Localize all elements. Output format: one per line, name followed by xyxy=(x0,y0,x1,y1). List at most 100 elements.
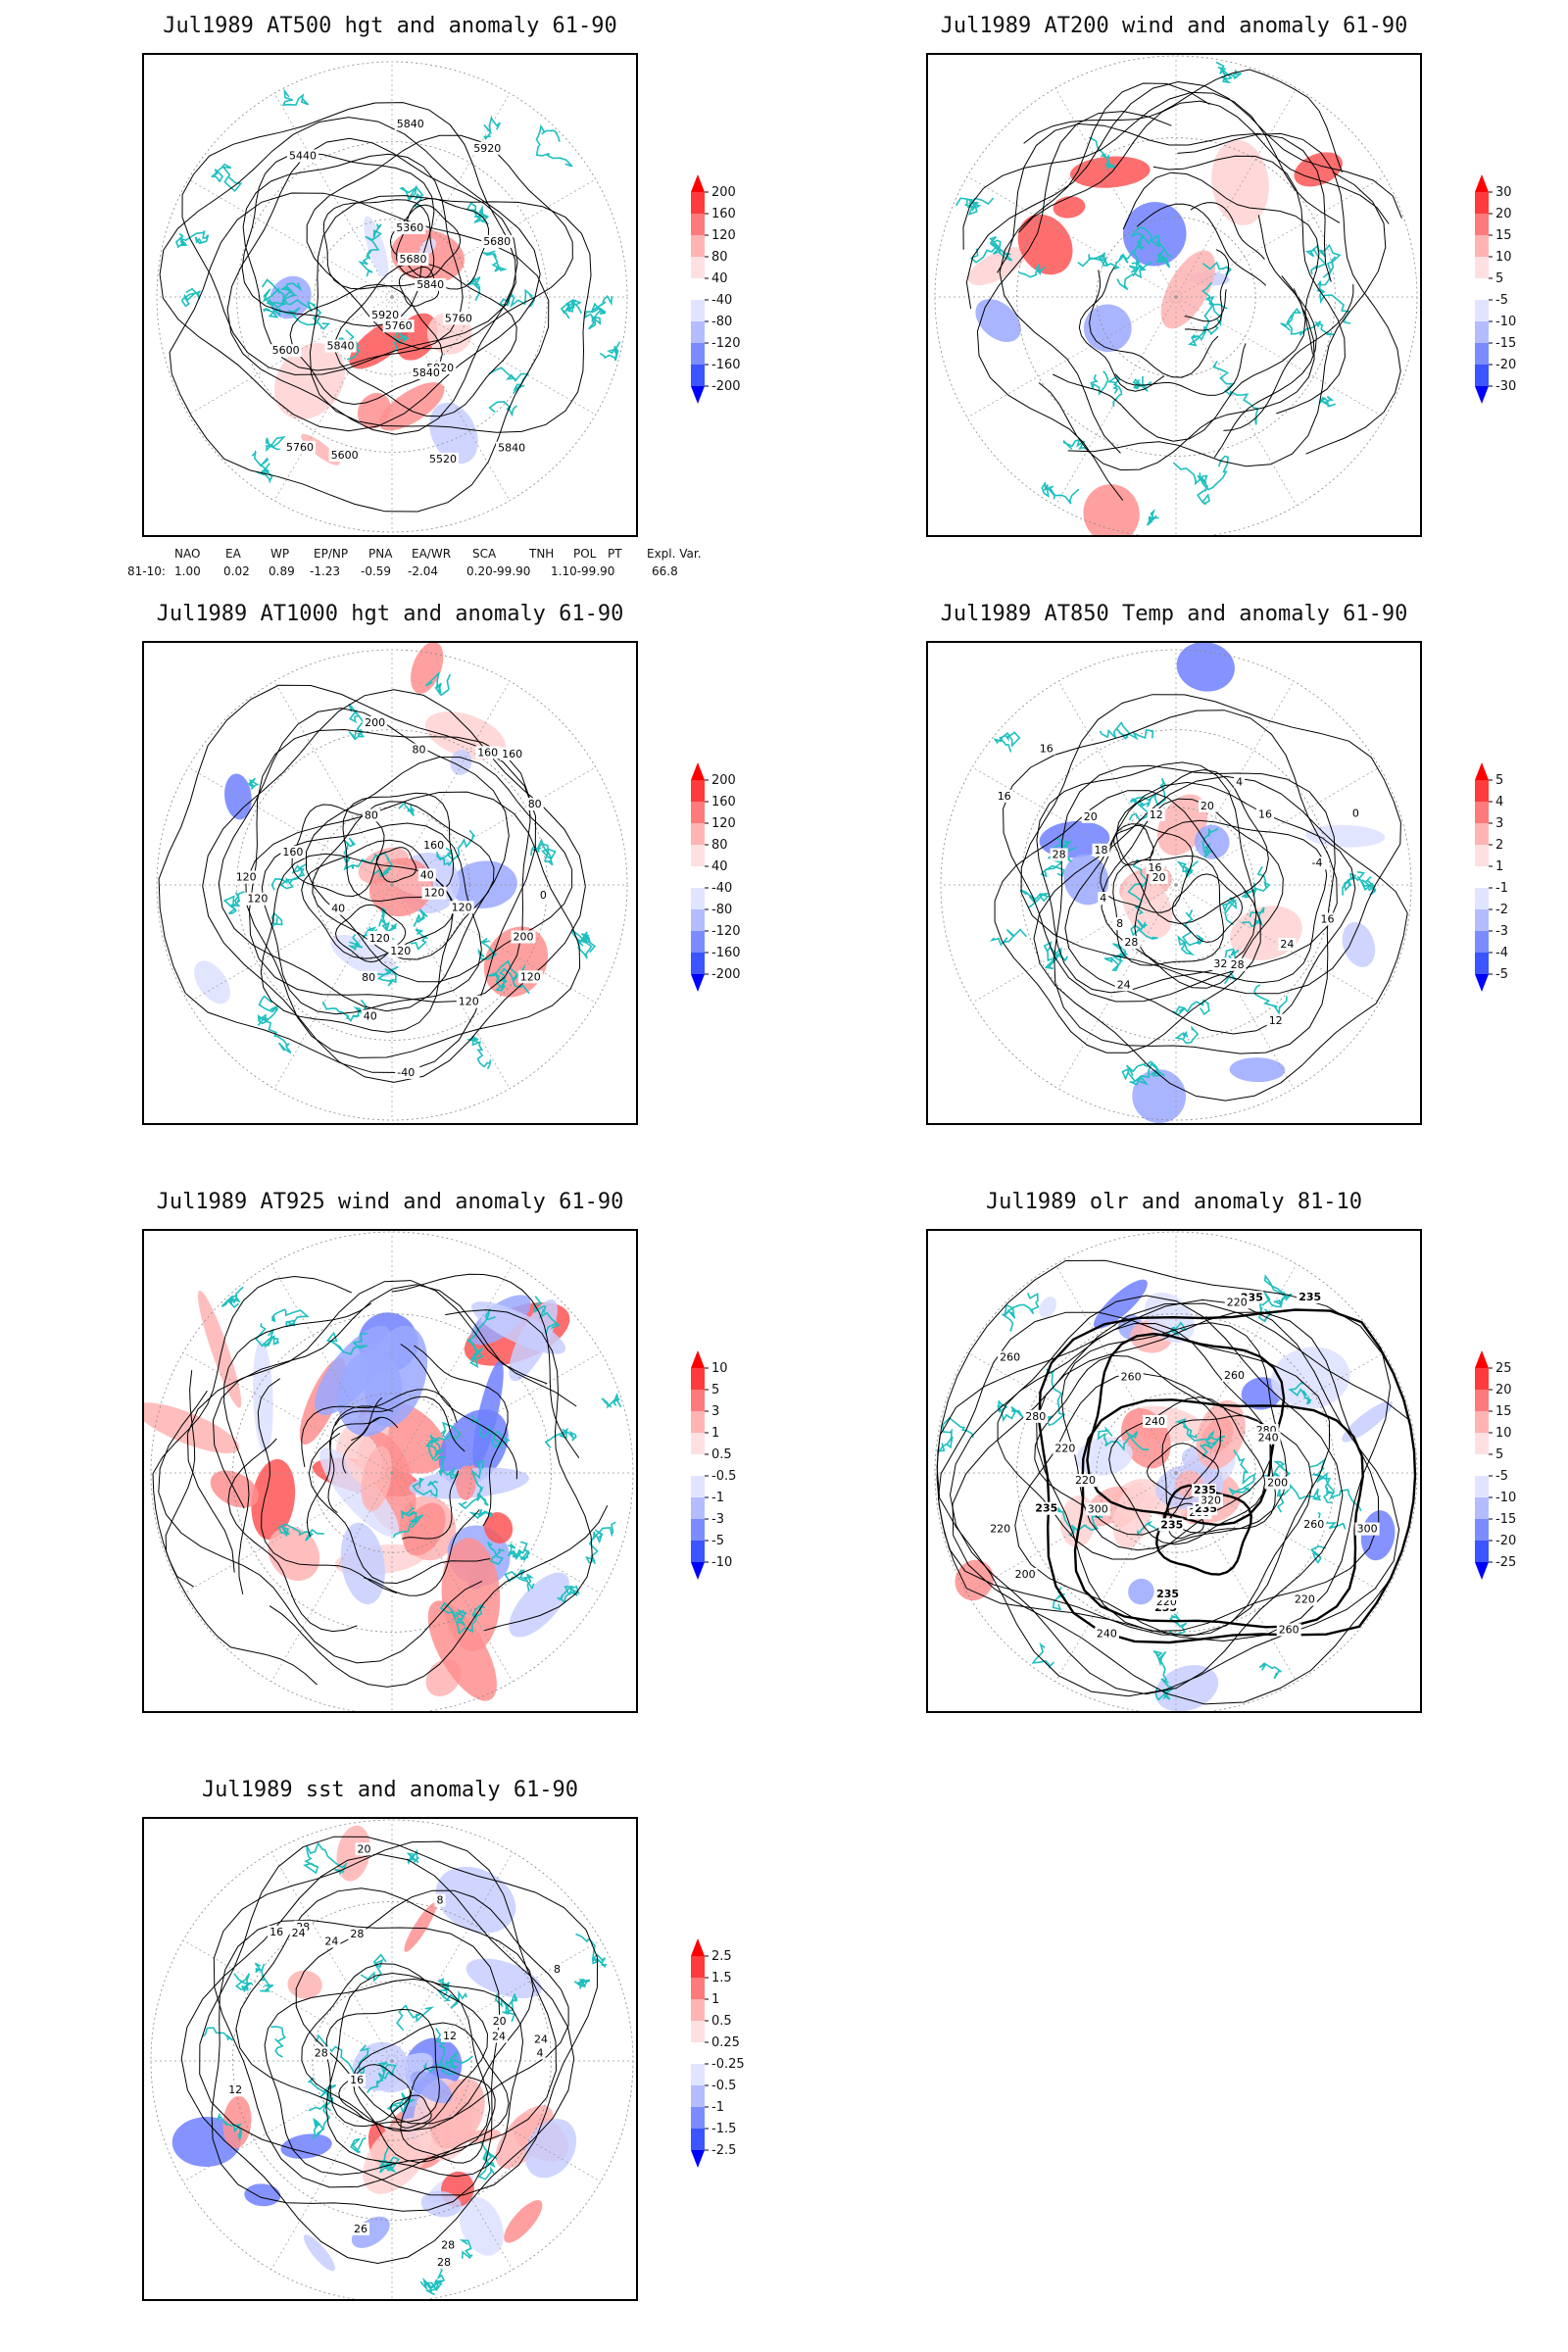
latitude-circle xyxy=(314,219,470,375)
coastline xyxy=(386,2092,415,2114)
coastline xyxy=(1150,235,1173,269)
contour-line xyxy=(1161,1414,1276,1534)
coastline xyxy=(1172,999,1210,1016)
colorbar-segment xyxy=(1475,1476,1489,1497)
contour-label-bg xyxy=(324,339,357,353)
colorbar-tick-label: 1.5 xyxy=(711,1971,732,1985)
coastline xyxy=(507,1541,530,1561)
colorbar-segment xyxy=(1475,1497,1489,1519)
coastline xyxy=(590,295,612,322)
colorbar-tick-label: -0.25 xyxy=(711,2057,745,2072)
colorbar-segment xyxy=(691,2085,705,2107)
coastline xyxy=(425,670,452,697)
meridian-line xyxy=(1175,87,1298,298)
contour-line xyxy=(994,790,1261,1054)
contour-label: 240 xyxy=(1258,1432,1279,1445)
contour-label-bg xyxy=(1222,1368,1247,1382)
colorbar-tick-label: 0.5 xyxy=(711,2014,732,2029)
anomaly-shade xyxy=(466,1958,542,1999)
contour-label-bg xyxy=(1198,799,1216,812)
anomaly-shade xyxy=(352,2041,409,2091)
coastline xyxy=(468,1509,493,1520)
contour-line xyxy=(309,195,592,433)
coastline xyxy=(251,449,273,484)
contour-label: 20 xyxy=(1200,800,1214,812)
colorbar-top-arrow xyxy=(1475,762,1489,780)
contour-label: 40 xyxy=(420,868,434,881)
panel-title-p500: Jul1989 AT500 hgt and anomaly 61-90 xyxy=(163,14,617,38)
contour-label-bg xyxy=(1228,957,1247,971)
colorbar-segment xyxy=(1475,365,1489,386)
colorbar-segment xyxy=(691,1476,705,1497)
colorbar-tick-label: 5 xyxy=(1495,1447,1503,1462)
colorbar-top-arrow xyxy=(691,1350,705,1368)
colorbar-tick-label: 20 xyxy=(1495,1383,1512,1397)
coastline xyxy=(1212,361,1259,425)
latitude-circle xyxy=(1020,729,1332,1041)
coastline xyxy=(530,838,557,866)
coastline xyxy=(277,1523,324,1542)
colorbar-tick-label: 1 xyxy=(1495,859,1503,874)
contour-label: 28 xyxy=(1124,936,1138,949)
contour-label: 120 xyxy=(459,996,479,1008)
contour-line xyxy=(1036,1311,1380,1632)
colorbar-tick-label: -5 xyxy=(1495,967,1508,982)
coastline xyxy=(255,1323,280,1348)
contour-label-bg xyxy=(1297,1290,1322,1303)
contour-label: 5920 xyxy=(371,309,399,321)
anomaly-shade xyxy=(420,2190,462,2218)
anomaly-shade xyxy=(251,1458,296,1541)
contour-line xyxy=(1100,823,1194,913)
colorbar-tick-label: 200 xyxy=(711,185,736,200)
coastline xyxy=(470,1414,511,1450)
contour-label: 235 xyxy=(1156,1588,1179,1600)
coastline xyxy=(1309,1545,1327,1564)
contour-label: 260 xyxy=(1303,1518,1324,1531)
anomaly-shade xyxy=(1342,1400,1393,1443)
contour-label-bg xyxy=(998,1350,1023,1364)
contour-label: 4 xyxy=(537,2046,544,2059)
contour-label: 24 xyxy=(534,2033,548,2045)
contour-label: 32 xyxy=(1213,957,1227,970)
colorbar-tick-label: 5 xyxy=(1495,271,1503,286)
colorbar-segment xyxy=(1475,823,1489,845)
contour-label: 120 xyxy=(520,970,541,983)
colorbar-tick-label: -15 xyxy=(1495,336,1516,351)
colorbar-tick-label: 0.5 xyxy=(711,1447,732,1462)
contour-line xyxy=(325,1972,524,2178)
coastline xyxy=(257,1013,292,1054)
contour-label-bg xyxy=(1150,870,1168,884)
contour-label-bg xyxy=(537,889,549,903)
colorbar-bottom-arrow xyxy=(1475,974,1489,992)
colorbar-segment xyxy=(691,2129,705,2150)
meridian-line xyxy=(1054,1263,1177,1474)
map-frame-psst: 28262824201612842424201612828242828 xyxy=(142,1817,638,2301)
contour-label-bg xyxy=(360,971,378,984)
colorbar-segment xyxy=(691,802,705,823)
colorbar-tick-label: -10 xyxy=(711,1555,732,1570)
contour-label-bg xyxy=(1154,1587,1180,1600)
coastline xyxy=(419,2256,446,2296)
colorbar-tick-label: -160 xyxy=(711,946,741,960)
contour-label-bg xyxy=(1012,1568,1038,1581)
contour-label-bg xyxy=(1118,1370,1144,1384)
contour-line xyxy=(949,1295,1344,1695)
contour-label: 160 xyxy=(502,748,522,760)
meridian-line xyxy=(1175,175,1386,298)
coastline xyxy=(584,307,607,330)
coastline xyxy=(1169,1611,1188,1637)
contour-label-bg xyxy=(415,277,447,291)
colorbar-tick-label: -10 xyxy=(1495,315,1516,329)
contour-label: 5520 xyxy=(429,453,457,466)
contour-line xyxy=(338,2064,412,2124)
coastline xyxy=(1317,1511,1347,1530)
contour-line xyxy=(396,198,490,290)
coastline xyxy=(391,327,410,353)
meridian-line xyxy=(391,1263,514,1474)
contour-label-bg xyxy=(287,149,318,163)
colorbar-segment xyxy=(1475,931,1489,953)
coastline xyxy=(592,1529,604,1544)
colorbar-segment xyxy=(691,1454,705,1476)
streamline xyxy=(1184,289,1227,322)
contour-label: 235 xyxy=(1298,1291,1321,1303)
